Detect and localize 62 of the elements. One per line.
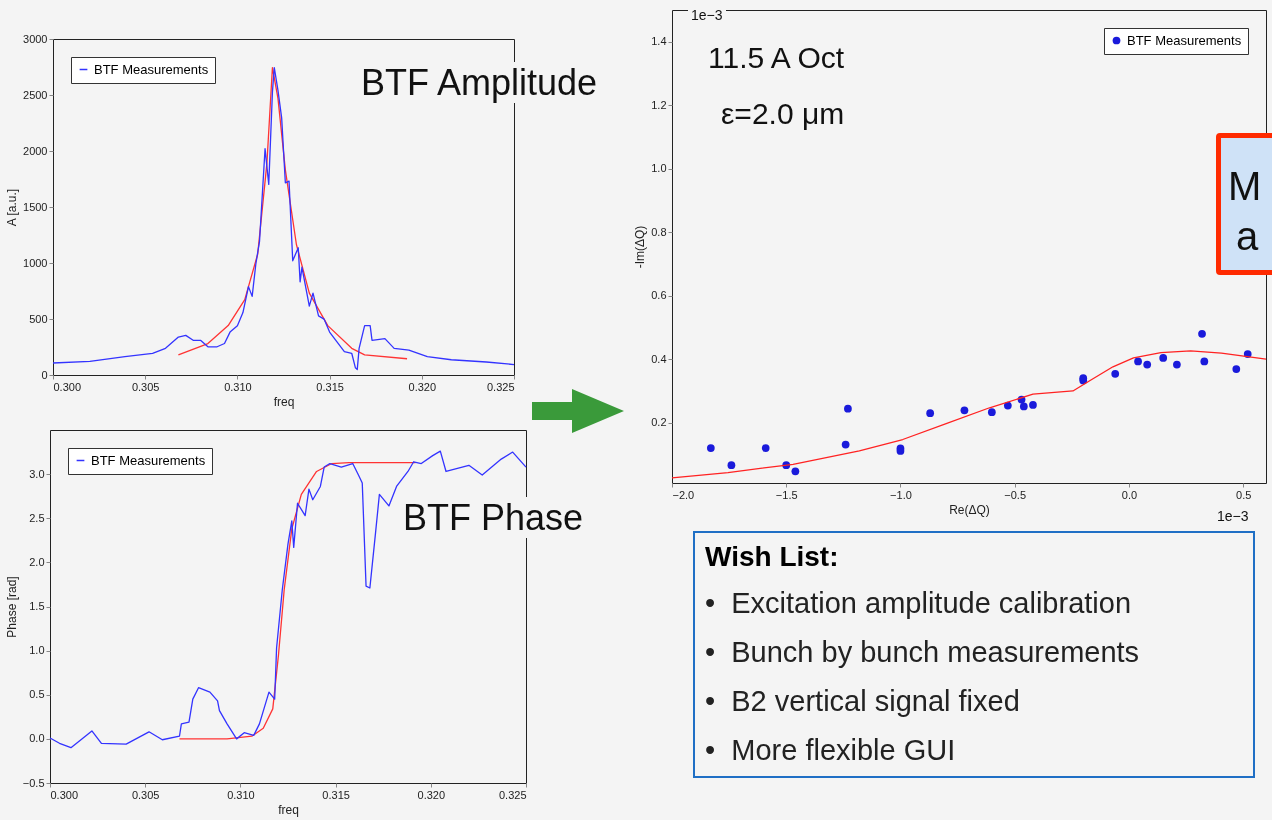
text: • Bunch by bunch measurements [705,635,1141,670]
x-tick-label: 0.310 [224,380,252,393]
y-tick-label: 1.2 [651,98,667,111]
x-axis-title: freq [278,802,299,817]
y-tick-label: 3000 [23,32,48,45]
y-tick-label: 1.5 [29,600,45,612]
y-tick-label: 1.4 [651,35,667,48]
annotation: M [1228,163,1262,209]
text: • More flexible GUI [705,733,957,768]
y-tick-label: 0 [41,368,48,381]
x-axis-title: Re(ΔQ) [949,502,990,517]
x-tick-label: −0.5 [1004,488,1027,501]
x-tick-label: 0.325 [498,788,527,801]
legend-label: BTF Measurements [1127,32,1242,48]
text: 1e−3 [1214,508,1252,525]
x-tick-label: 0.315 [316,380,344,393]
x-tick-label: 0.315 [322,788,350,801]
x-tick-label: 0.325 [486,380,515,393]
annotation: 11.5 A Oct [705,41,848,76]
x-tick-label: 0.305 [131,788,160,801]
legend-label: BTF Measurements [94,61,209,77]
annotation: BTF Phase [400,497,587,539]
x-tick-label: −1.0 [890,488,912,501]
x-axis-title: freq [273,394,295,409]
y-tick-label: 2000 [23,144,48,157]
y-tick-label: 2.0 [29,555,45,568]
x-tick-label: 0.5 [1236,488,1252,501]
annotation: ε=2.0 μm [718,97,848,132]
y-tick-label: −0.5 [22,776,45,789]
text: • Excitation amplitude calibration [705,586,1133,621]
x-tick-label: 0.300 [50,788,79,801]
x-tick-label: 0.310 [227,788,255,801]
y-tick-label: 3.0 [29,467,45,480]
text: Wish List: [705,541,840,573]
y-tick-label: 500 [29,312,48,325]
annotation: a [1236,213,1259,259]
y-axis-title: Phase [rad] [4,576,19,638]
y-tick-label: 1.0 [651,162,667,175]
y-axis-title: A [a.u.] [5,188,20,227]
annotation: 1e−3 [688,7,726,24]
y-tick-label: 0.8 [651,225,667,238]
text: • B2 vertical signal fixed [705,684,1021,719]
x-tick-label: 0.305 [131,380,160,393]
x-tick-label: 0.300 [53,380,82,393]
y-tick-label: 0.4 [651,352,667,365]
y-tick-label: 2.5 [29,511,45,524]
y-tick-label: 2500 [23,88,48,101]
x-tick-label: −2.0 [672,488,695,501]
y-tick-label: 1000 [23,256,48,269]
annotation: BTF Amplitude [358,62,601,104]
y-tick-label: 0.2 [651,416,667,429]
y-tick-label: 0.0 [29,732,45,745]
x-tick-label: 0.0 [1121,488,1138,501]
y-tick-label: 1500 [23,200,48,213]
legend-label: BTF Measurements [91,452,206,468]
x-tick-label: 0.320 [417,788,446,801]
y-axis-title: -Im(ΔQ) [633,225,648,269]
y-tick-label: 0.6 [651,289,667,302]
y-tick-label: 1.0 [29,644,45,657]
x-tick-label: 0.320 [408,380,437,393]
y-tick-label: 0.5 [29,688,45,701]
x-tick-label: −1.5 [775,488,798,501]
